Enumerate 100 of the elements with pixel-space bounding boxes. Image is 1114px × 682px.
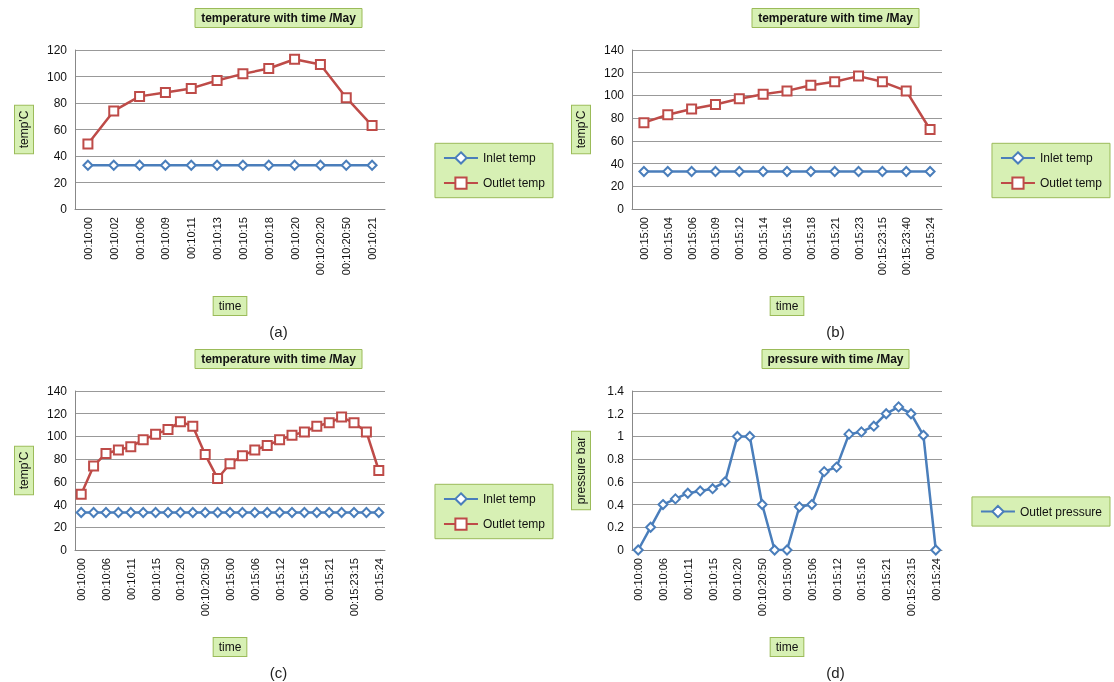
point [261,440,273,452]
point [261,507,273,519]
x-tick-label: 00:15:00 [224,558,236,601]
point [669,493,681,505]
point [212,507,224,519]
x-tick-label: 00:10:20:50 [756,558,769,617]
point [174,507,186,519]
x-tick-label: 00:15:24 [372,558,385,601]
point [853,166,865,178]
y-tick-label: 40 [53,497,68,512]
x-tick-label: 00:10:09 [159,217,172,260]
point [199,507,211,519]
point [159,159,171,171]
point [311,507,323,519]
point [162,507,174,519]
x-tick-label: 00:10:00 [75,558,88,601]
point [100,507,112,519]
point [893,401,905,413]
point [662,166,674,178]
point [340,92,352,104]
x-tick-label: 00:15:06 [248,558,261,601]
x-tick-label: 00:10:02 [107,217,120,260]
x-tick-label: 00:15:00 [637,217,650,260]
text: (d) [826,664,845,681]
x-tick-label: 00:10:15 [149,558,162,601]
point [876,76,888,88]
point [366,159,378,171]
y-tick-label: 60 [53,474,68,489]
point [274,434,286,446]
x-tick-label: 00:15:24 [924,217,937,260]
point [134,159,146,171]
point [336,411,348,423]
point [855,426,867,438]
point [75,507,87,519]
y-tick-label: 0.8 [607,452,625,467]
point [137,434,149,446]
x-tick-label: 00:15:16 [298,558,311,601]
x-tick-label: 00:15:16 [781,217,793,260]
y-axis-title: temp'C [574,110,588,149]
x-tick-label: 00:10:11 [124,558,137,601]
x-tick-label: 00:15:06 [805,558,818,601]
point [719,476,731,488]
x-tick-label: 00:15:21 [880,558,893,601]
point [112,507,124,519]
point [112,444,124,456]
chart-title: temperature with time /May [201,352,357,366]
x-tick-label: 00:15:23:15 [905,558,917,617]
point [924,166,936,178]
point [632,544,644,556]
point [340,159,352,171]
point [805,79,817,91]
x-tick-label: 00:10:15 [236,217,249,260]
point [373,507,385,519]
y-tick-label: 0.2 [607,520,625,535]
point [781,166,793,178]
y-tick-label: 100 [603,88,625,103]
legend-label: Outlet temp [482,176,546,191]
y-tick-label: 1 [617,429,625,444]
y-tick-label: 1.4 [607,384,625,398]
point [686,166,698,178]
x-tick-label: 00:15:24 [929,558,942,601]
text: (b) [826,323,845,340]
point [806,499,818,511]
point [187,507,199,519]
point [137,507,149,519]
y-tick-label: 0 [617,202,625,216]
x-tick-label: 00:10:18 [262,217,275,260]
point [185,159,197,171]
point [781,85,793,97]
y-tick-label: 80 [53,452,68,467]
point [298,426,310,438]
point [125,507,137,519]
point [286,429,298,441]
point [249,444,261,456]
point [150,507,162,519]
point [662,109,674,121]
x-tick-label: 00:15:18 [804,217,817,260]
x-tick-label: 00:15:12 [830,558,843,601]
y-axis-title: temp'C [17,110,31,149]
point [731,430,743,442]
point [314,59,326,71]
point [311,420,323,432]
point [694,485,706,497]
point [657,499,669,511]
point [88,507,100,519]
point [366,120,378,132]
x-tick-label: 00:10:20 [174,558,187,601]
point [682,487,694,499]
x-tick-label: 00:15:23:40 [900,217,913,276]
point [348,417,360,429]
point [108,105,120,117]
point [707,483,719,495]
y-tick-label: 120 [46,406,68,421]
legend-label: Outlet pressure [1019,504,1103,519]
point [733,93,745,105]
point [829,76,841,88]
point [125,441,137,453]
x-tick-label: 00:15:06 [685,217,698,260]
point [249,507,261,519]
point [286,507,298,519]
